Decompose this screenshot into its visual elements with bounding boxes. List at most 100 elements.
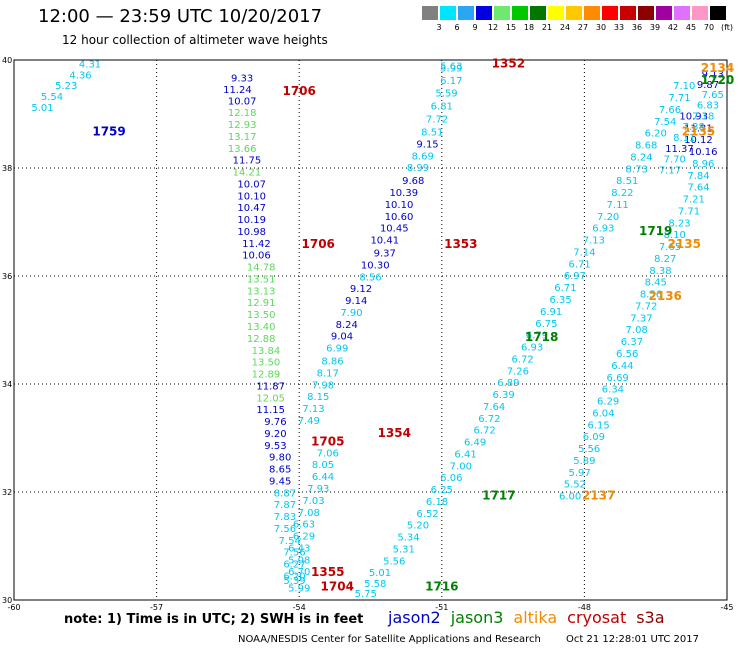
wave-height-value: 7.08: [298, 508, 320, 519]
legend-swatch: [656, 6, 672, 20]
legend-label: 33: [613, 23, 625, 32]
legend-swatch: [476, 6, 492, 20]
pass-time-label: 1717: [482, 489, 515, 503]
wave-height-value: 4.31: [79, 60, 101, 71]
wave-height-value: 8.96: [692, 159, 714, 170]
wave-height-value: 7.06: [317, 448, 339, 459]
wave-height-value: 8.65: [269, 465, 291, 476]
y-tick-label: 40: [2, 56, 12, 65]
x-tick-label: -48: [578, 603, 591, 612]
wave-height-value: 6.69: [607, 373, 629, 384]
wave-height-value: 6.72: [511, 354, 533, 365]
pass-time-label: 2135: [682, 125, 715, 139]
y-tick-label: 34: [2, 380, 12, 389]
wave-height-value: 12.05: [256, 393, 285, 404]
wave-height-value: 6.04: [592, 408, 614, 419]
legend-swatch: [494, 6, 510, 20]
wave-height-value: 11.15: [256, 405, 285, 416]
wave-height-value: 7.70: [664, 155, 686, 166]
wave-height-value: 7.64: [687, 183, 709, 194]
legend-label: 21: [541, 23, 553, 32]
wave-height-value: 6.09: [583, 432, 605, 443]
wave-height-value: 6.79: [526, 331, 548, 342]
wave-height-value: 6.27: [283, 560, 305, 571]
x-tick-label: -60: [7, 603, 20, 612]
wave-height-value: 8.17: [317, 368, 339, 379]
legend-label: 45: [685, 23, 697, 32]
wave-height-value: 14.78: [247, 263, 276, 274]
wave-height-value: 14.21: [233, 168, 262, 179]
wave-height-value: 10.19: [237, 215, 266, 226]
wave-height-value: 6.20: [283, 571, 305, 582]
wave-height-value: 6.63: [293, 520, 315, 531]
wave-height-value: 8.38: [649, 266, 671, 277]
legend-label: 24: [559, 23, 571, 32]
wave-height-value: 7.13: [302, 404, 324, 415]
wave-height-value: 10.07: [228, 96, 257, 107]
wave-height-value: 9.15: [416, 139, 438, 150]
legend-label: 18: [523, 23, 535, 32]
wave-height-value: 10.45: [380, 224, 409, 235]
wave-height-value: 8.51: [616, 176, 638, 187]
axis-ticks: -60 -57 -54 -51 -48 -45 40 38 36 34 32 30: [2, 56, 734, 612]
wave-height-value: 8.68: [635, 141, 657, 152]
plot-border: [13, 59, 728, 601]
wave-height-value: 8.15: [307, 392, 329, 403]
wave-height-value: 6.70: [288, 567, 310, 578]
wave-height-value: 7.37: [630, 313, 652, 324]
wave-height-value: 12.88: [247, 334, 276, 345]
wave-height-value: 8.73: [626, 164, 648, 175]
wave-height-value: 5.99: [288, 583, 310, 594]
wave-height-value: 9.45: [269, 476, 291, 487]
wave-height-value: 6.75: [535, 319, 557, 330]
wave-height-value: 13.84: [252, 346, 281, 357]
wave-height-value: 5.75: [355, 589, 377, 600]
pass-time-label: 2137: [582, 489, 615, 503]
legend-label: 30: [595, 23, 607, 32]
legend-swatch: [710, 6, 726, 20]
wave-height-labels: 4.314.365.235.545.019.3311.2410.0712.181…: [31, 60, 723, 600]
x-tick-label: -45: [720, 603, 733, 612]
legend-label: 39: [649, 23, 661, 32]
wave-height-value: 9.80: [269, 453, 291, 464]
wave-height-value: 9.68: [402, 176, 424, 187]
wave-height-value: 8.24: [336, 320, 358, 331]
legend-swatch: [422, 6, 438, 20]
wave-height-value: 7.21: [683, 195, 705, 206]
wave-height-value: 13.51: [247, 274, 276, 285]
wave-height-value: 13.66: [228, 144, 257, 155]
wave-height-value: 7.56: [274, 524, 296, 535]
wave-height-value: 8.51: [421, 128, 443, 139]
wave-height-value: 7.72: [635, 301, 657, 312]
legend-swatch: [548, 6, 564, 20]
wave-height-value: 5.31: [393, 544, 415, 555]
legend-swatch: [674, 6, 690, 20]
wave-height-value: 7.87: [274, 500, 296, 511]
wave-height-value: 7.00: [450, 461, 472, 472]
wave-height-value: 7.71: [678, 206, 700, 217]
wave-height-value: 6.18: [426, 497, 448, 508]
legend-label: 9: [472, 23, 478, 32]
wave-height-value: 12.18: [228, 108, 257, 119]
pass-time-label: 1720: [701, 73, 734, 87]
wave-height-value: 7.84: [687, 171, 709, 182]
wave-height-value: 9.12: [350, 284, 372, 295]
pass-time-label: 2134: [701, 61, 734, 75]
y-tick-label: 36: [2, 272, 12, 281]
wave-height-value: 7.20: [597, 212, 619, 223]
wave-height-value: 11.75: [233, 156, 262, 167]
footer-credit: NOAA/NESDIS Center for Satellite Applica…: [238, 634, 541, 645]
wave-height-value: 7.83: [274, 512, 296, 523]
legend-swatch: [602, 6, 618, 20]
wave-height-value: 8.86: [321, 357, 343, 368]
pass-time-label: 1706: [282, 84, 315, 98]
wave-height-value: 11.42: [242, 239, 271, 250]
legend-swatch: [512, 6, 528, 20]
plot-grid: [14, 60, 727, 600]
wave-height-value: 11.21: [684, 123, 713, 134]
wave-height-value: 10.60: [385, 212, 414, 223]
wave-height-value: 9.53: [264, 441, 286, 452]
footnote: note: 1) Time is in UTC; 2) SWH is in fe…: [64, 612, 364, 627]
wave-height-value: 6.81: [431, 102, 453, 113]
wave-height-value: 12.93: [228, 120, 257, 131]
